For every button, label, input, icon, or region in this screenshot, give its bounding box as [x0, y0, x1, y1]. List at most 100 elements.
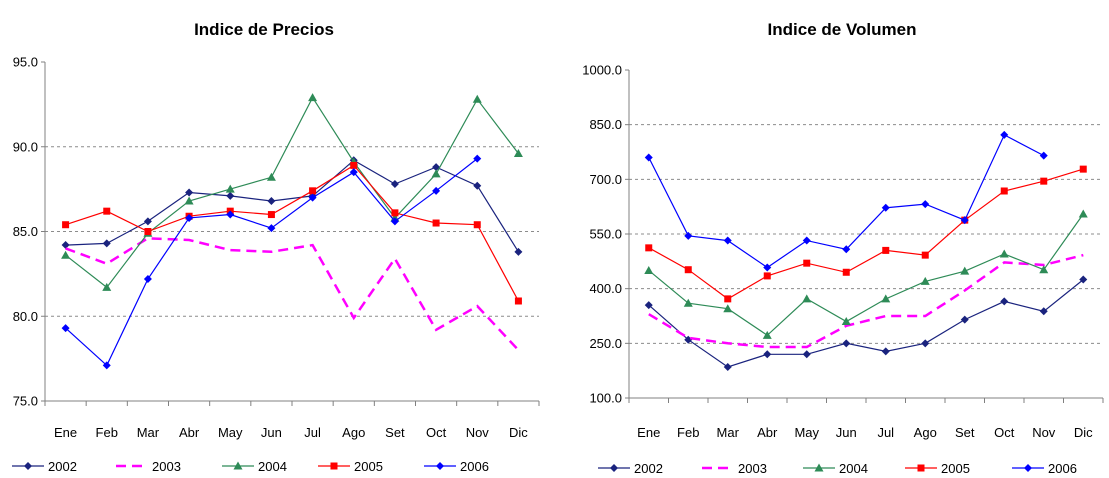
legend-marker [610, 464, 618, 472]
data-point-2002 [226, 191, 235, 200]
data-point-2002 [1039, 307, 1048, 316]
legend-entry-2005: 2005 [905, 461, 970, 476]
x-tick-label: Ago [914, 425, 937, 440]
data-point-2004 [1039, 265, 1049, 274]
legend-marker [233, 461, 243, 470]
x-tick-label: Nov [466, 425, 490, 440]
data-point-2006 [61, 324, 70, 333]
data-point-2004 [472, 94, 482, 103]
x-tick-label: Oct [426, 425, 447, 440]
data-point-2006 [960, 216, 969, 225]
data-point-2004 [881, 294, 891, 303]
data-point-2006 [684, 231, 693, 240]
data-point-2006 [143, 274, 152, 283]
y-tick-label: 95.0 [13, 55, 38, 70]
legend-marker [814, 463, 824, 472]
legend-label: 2006 [1048, 461, 1077, 476]
chart-1: Indice de Precios 75.0 80.0 85.0 90.0 95.0 Ene… [12, 20, 540, 474]
data-point-2006 [390, 217, 399, 226]
data-point-2004 [802, 294, 812, 303]
data-point-2005 [103, 207, 111, 215]
data-point-2004 [225, 184, 235, 193]
legend-label: 2005 [941, 461, 970, 476]
y-tick-label: 80.0 [13, 309, 38, 324]
data-point-2005 [1000, 187, 1008, 195]
x-tick-label: May [218, 425, 243, 440]
legend-marker [917, 464, 925, 472]
x-tick-label: Jun [261, 425, 282, 440]
data-point-2005 [724, 295, 732, 303]
data-point-2006 [881, 203, 890, 212]
x-tick-label: Ago [342, 425, 365, 440]
data-point-2005 [473, 221, 481, 229]
x-tick-label: Abr [179, 425, 200, 440]
data-point-2006 [723, 236, 732, 245]
data-point-2006 [102, 361, 111, 370]
data-point-2002 [390, 180, 399, 189]
x-tick-label: Ene [637, 425, 660, 440]
legend-label: 2003 [738, 461, 767, 476]
legend-entry-2003: 2003 [702, 461, 767, 476]
legend-entry-2002: 2002 [598, 461, 663, 476]
legend-label: 2005 [354, 459, 383, 474]
data-point-2002 [881, 347, 890, 356]
data-point-2002 [921, 339, 930, 348]
legend-label: 2003 [152, 459, 181, 474]
legend-label: 2004 [258, 459, 287, 474]
y-tick-label: 100.0 [589, 391, 622, 406]
legend-entry-2004: 2004 [222, 459, 287, 474]
legend-label: 2002 [634, 461, 663, 476]
legend-entry-2003: 2003 [116, 459, 181, 474]
series-2006 [61, 154, 482, 370]
data-point-2006 [349, 168, 358, 177]
legend-marker [24, 462, 32, 470]
data-point-2002 [102, 239, 111, 248]
x-tick-label: Feb [96, 425, 118, 440]
data-point-2006 [267, 224, 276, 233]
data-point-2005 [309, 187, 317, 195]
x-tick-label: Mar [717, 425, 740, 440]
data-point-2004 [266, 172, 276, 181]
x-tick-label: Jul [304, 425, 321, 440]
legend-label: 2002 [48, 459, 77, 474]
data-point-2002 [842, 339, 851, 348]
series-2003 [65, 237, 520, 351]
series-line-2004 [65, 96, 519, 289]
y-tick-label: 400.0 [589, 281, 622, 296]
data-point-2005 [514, 297, 522, 305]
data-point-2006 [473, 154, 482, 163]
x-tick-label: Set [955, 425, 975, 440]
x-tick-label: Feb [677, 425, 699, 440]
data-point-2005 [1079, 165, 1087, 173]
x-tick-label: Set [385, 425, 405, 440]
x-tick-label: Oct [994, 425, 1015, 440]
data-point-2002 [723, 363, 732, 372]
x-tick-label: Nov [1032, 425, 1056, 440]
legend-label: 2006 [460, 459, 489, 474]
series-line-2005 [65, 164, 519, 302]
data-point-2006 [842, 245, 851, 254]
legend-marker [1024, 464, 1032, 472]
series-line-2003 [65, 237, 520, 351]
data-point-2005 [62, 221, 70, 229]
legend-entry-2006: 2006 [424, 459, 489, 474]
data-point-2006 [644, 153, 653, 162]
data-point-2006 [185, 213, 194, 222]
series-line-2002 [648, 279, 1084, 368]
legend-marker [330, 462, 338, 470]
data-point-2004 [102, 282, 112, 291]
data-point-2002 [960, 315, 969, 324]
data-point-2006 [226, 210, 235, 219]
data-point-2006 [802, 236, 811, 245]
data-point-2005 [645, 244, 653, 252]
data-point-2004 [1078, 209, 1088, 218]
legend-entry-2004: 2004 [803, 461, 868, 476]
legend-marker [436, 462, 444, 470]
series-2006 [644, 130, 1048, 272]
data-point-2005 [882, 246, 890, 254]
data-point-2006 [432, 186, 441, 195]
data-point-2004 [308, 93, 318, 102]
data-point-2002 [267, 196, 276, 205]
series-line-2003 [648, 253, 1084, 349]
series-line-2004 [648, 213, 1084, 337]
